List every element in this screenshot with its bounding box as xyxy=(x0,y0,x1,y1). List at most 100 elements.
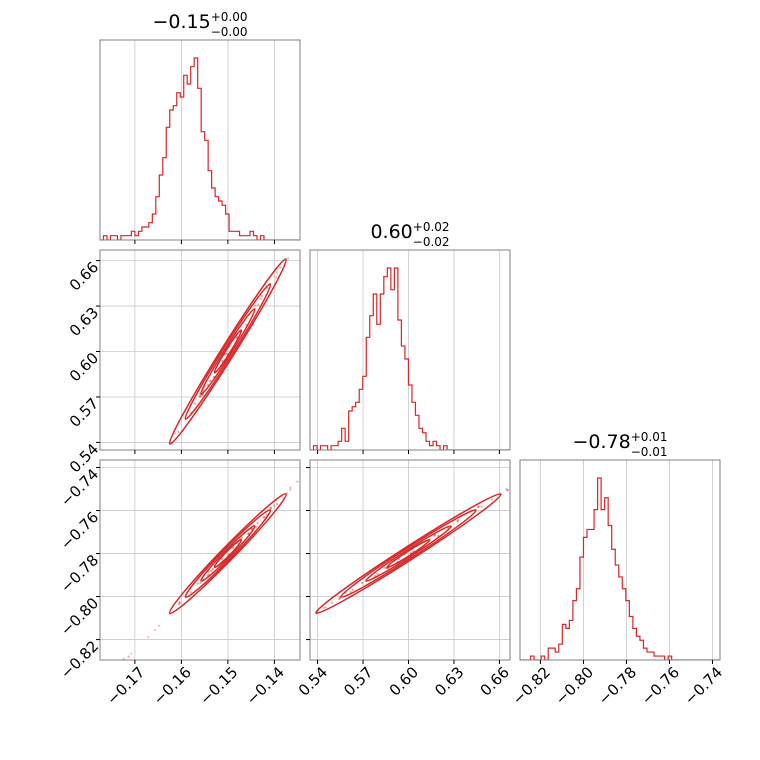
point-scatter-0-1-60 xyxy=(173,432,177,435)
point-scatter-0-1-41 xyxy=(345,164,347,166)
point-scatter-1-2-44 xyxy=(456,519,460,522)
point-scatter-1-2-39 xyxy=(246,655,248,657)
point-scatter-0-2-10 xyxy=(114,669,116,671)
point-scatter-0-2-9 xyxy=(324,455,326,457)
point-scatter-0-2-56 xyxy=(256,521,259,525)
histogram-line-1 xyxy=(310,267,510,450)
x-tick-label-2-2: −0.78 xyxy=(595,663,640,708)
x-tick-label-2-1: −0.80 xyxy=(552,663,597,708)
point-scatter-0-1-34 xyxy=(341,170,343,172)
point-scatter-0-1-0 xyxy=(324,193,326,195)
x-tick-label-2-0: −0.82 xyxy=(509,663,554,708)
point-scatter-0-2-7 xyxy=(147,635,150,639)
contour-scatter-1-2-2 xyxy=(340,509,477,598)
x-tick-label-1-2: 0.60 xyxy=(386,663,422,699)
point-scatter-1-2-66 xyxy=(351,588,355,592)
point-scatter-0-2-59 xyxy=(111,672,113,674)
point-scatter-0-2-30 xyxy=(199,581,202,585)
point-scatter-1-2-4 xyxy=(558,455,560,457)
histogram-line-0 xyxy=(100,57,299,240)
point-scatter-0-1-53 xyxy=(286,257,290,260)
point-scatter-1-2-54 xyxy=(563,453,565,455)
x-tick-label-1-4: 0.66 xyxy=(477,663,513,699)
axes-frame-hist-2 xyxy=(519,459,721,661)
y-tick-label-1-4: 0.66 xyxy=(66,258,102,294)
point-scatter-0-2-35 xyxy=(262,516,265,519)
point-scatter-0-2-41 xyxy=(113,669,115,671)
point-scatter-0-1-3 xyxy=(194,402,197,405)
axes-frame-scatter-1-2 xyxy=(309,459,511,661)
point-scatter-0-2-37 xyxy=(211,568,215,571)
point-scatter-0-2-6 xyxy=(189,591,192,594)
point-scatter-0-1-33 xyxy=(156,460,158,462)
point-scatter-0-2-66 xyxy=(269,506,272,510)
point-scatter-0-1-5 xyxy=(132,499,134,501)
point-scatter-1-2-20 xyxy=(338,596,341,599)
point-scatter-0-2-42 xyxy=(231,546,235,550)
point-scatter-0-2-18 xyxy=(296,480,299,483)
x-tick-label-0-1: −0.16 xyxy=(150,663,195,708)
point-scatter-1-2-7 xyxy=(553,457,555,459)
point-scatter-1-2-47 xyxy=(256,648,258,650)
contour-scatter-0-1-2 xyxy=(184,283,272,420)
point-scatter-1-2-26 xyxy=(523,476,525,478)
point-scatter-1-2-14 xyxy=(272,641,274,643)
point-scatter-1-2-6 xyxy=(330,601,334,604)
contour-scatter-0-2-0 xyxy=(213,538,243,569)
plot-area-scatter-0-1 xyxy=(110,153,353,536)
point-scatter-1-2-34 xyxy=(349,590,352,594)
point-scatter-1-2-28 xyxy=(376,572,379,576)
point-scatter-0-1-26 xyxy=(304,225,306,227)
contour-scatter-0-1-1 xyxy=(200,308,256,395)
point-scatter-0-1-39 xyxy=(120,518,122,520)
grid-hist-0 xyxy=(134,40,275,240)
point-scatter-0-1-20 xyxy=(198,395,202,398)
x-tick-label-1-0: 0.54 xyxy=(295,663,331,699)
axes-frame-hist-1 xyxy=(309,249,511,451)
point-scatter-0-2-43 xyxy=(263,516,266,519)
point-scatter-1-2-62 xyxy=(258,649,260,651)
contour-scatter-0-2-1 xyxy=(200,525,256,582)
point-scatter-0-2-58 xyxy=(130,652,133,655)
point-scatter-1-2-13 xyxy=(534,470,536,472)
grid-hist-2 xyxy=(540,460,713,660)
point-scatter-0-2-63 xyxy=(346,431,348,433)
x-tick-label-0-3: −0.14 xyxy=(243,663,288,708)
panel-title-minus-1: −0.02 xyxy=(413,235,450,249)
point-scatter-0-1-32 xyxy=(260,294,264,298)
point-scatter-0-2-48 xyxy=(275,502,279,506)
point-scatter-1-2-42 xyxy=(360,581,364,585)
point-scatter-0-2-26 xyxy=(302,476,304,478)
panel-title-minus-0: −0.00 xyxy=(211,25,248,39)
point-scatter-0-1-57 xyxy=(208,379,212,383)
point-scatter-1-2-10 xyxy=(236,662,238,664)
point-scatter-1-2-41 xyxy=(256,649,258,651)
plot-area-hist-2 xyxy=(520,477,720,660)
y-tick-label-1-3: 0.63 xyxy=(66,304,102,340)
point-scatter-0-2-50 xyxy=(122,657,126,660)
point-scatter-1-2-64 xyxy=(259,647,261,649)
grid-scatter-0-2 xyxy=(100,460,300,660)
x-tick-label-1-1: 0.57 xyxy=(340,663,376,699)
point-scatter-0-1-2 xyxy=(328,191,330,193)
points-scatter-0-2 xyxy=(111,431,348,674)
point-scatter-1-2-49 xyxy=(505,487,508,490)
point-scatter-0-1-45 xyxy=(131,499,133,501)
point-scatter-0-1-40 xyxy=(313,214,315,216)
panel-title-minus-2: −0.01 xyxy=(631,445,668,459)
point-scatter-0-1-19 xyxy=(328,190,330,192)
point-scatter-1-2-55 xyxy=(338,597,341,601)
point-scatter-0-1-27 xyxy=(321,198,323,200)
point-scatter-1-2-19 xyxy=(322,606,325,609)
point-scatter-0-2-36 xyxy=(178,601,181,605)
panel-hist-2: −0.78+0.01−0.01 xyxy=(519,430,721,664)
point-scatter-0-1-24 xyxy=(274,276,278,279)
contour-scatter-0-2-3 xyxy=(168,493,287,615)
y-tick-label-1-1: 0.57 xyxy=(66,394,102,430)
point-scatter-0-1-46 xyxy=(110,534,112,536)
axes-frame-scatter-0-1 xyxy=(99,249,301,451)
y-tick-label-2-2: −0.78 xyxy=(57,551,102,596)
axes-frame-scatter-0-2 xyxy=(99,459,301,661)
point-scatter-0-1-17 xyxy=(351,153,353,155)
